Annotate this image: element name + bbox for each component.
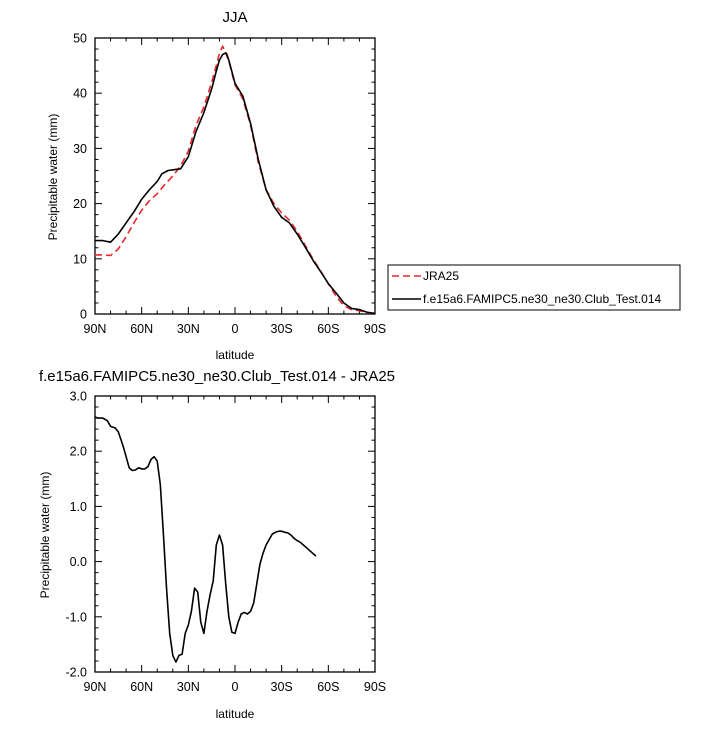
bottom-x-tick-label: 60N	[130, 680, 153, 694]
bottom-y-tick-label: 3.0	[70, 390, 87, 404]
bottom-series-lines	[94, 416, 317, 663]
bottom-x-tick-label: 90N	[84, 680, 107, 694]
top-x-axis-label: latitude	[216, 348, 255, 362]
bottom-chart-title: f.e15a6.FAMIPC5.ne30_ne30.Club_Test.014 …	[39, 368, 395, 385]
legend-label-model: f.e15a6.FAMIPC5.ne30_ne30.Club_Test.014	[423, 292, 661, 306]
top-y-tick-label: 20	[73, 197, 87, 211]
bottom-difference-line	[94, 416, 317, 663]
top-x-tick-label: 30S	[271, 322, 293, 336]
top-x-tick-label: 90S	[364, 322, 386, 336]
bottom-x-tick-label: 60S	[317, 680, 339, 694]
top-y-tick-label: 10	[73, 252, 87, 266]
legend: JRA25 f.e15a6.FAMIPC5.ne30_ne30.Club_Tes…	[387, 264, 681, 311]
bottom-ticks: 90N 60N 30N 0 30S 60S 90S -2.0 -1.0 0.0 1.0 2.0 3.0	[65, 390, 386, 695]
bottom-y-tick-label: 0.0	[70, 555, 87, 569]
bottom-x-tick-label: 90S	[364, 680, 386, 694]
bottom-chart-panel: f.e15a6.FAMIPC5.ne30_ne30.Club_Test.014 …	[38, 368, 395, 721]
top-chart-title: JJA	[222, 9, 247, 26]
top-chart-panel: JJA 90N 60N 30N 0 30S 60S 90S 0 10 20 30 40 50 latit…	[46, 9, 386, 362]
bottom-x-tick-label: 30N	[177, 680, 200, 694]
legend-box	[387, 264, 681, 311]
top-x-tick-label: 60N	[130, 322, 153, 336]
top-plot-frame	[94, 37, 376, 315]
top-y-tick-label: 50	[73, 32, 87, 46]
bottom-y-tick-label: 1.0	[70, 500, 87, 514]
top-x-tick-label: 60S	[317, 322, 339, 336]
top-series-lines	[95, 45, 376, 315]
legend-label-jra25: JRA25	[423, 269, 459, 283]
top-y-tick-label: 30	[73, 142, 87, 156]
top-y-axis-label: Precipitable water (mm)	[46, 114, 60, 241]
bottom-x-axis-label: latitude	[216, 707, 255, 721]
top-y-tick-label: 40	[73, 87, 87, 101]
top-series-model-line	[95, 52, 376, 315]
top-series-jra25-line	[95, 45, 376, 315]
top-x-tick-label: 30N	[177, 322, 200, 336]
top-x-tick-label: 0	[232, 322, 239, 336]
bottom-x-tick-label: 30S	[271, 680, 293, 694]
bottom-x-tick-label: 0	[232, 680, 239, 694]
top-ticks: 90N 60N 30N 0 30S 60S 90S 0 10 20 30 40 50	[73, 32, 386, 337]
bottom-y-axis-label: Precipitable water (mm)	[38, 472, 52, 599]
top-y-tick-label: 0	[80, 308, 87, 322]
bottom-y-tick-label: -1.0	[65, 610, 87, 624]
bottom-y-tick-label: 2.0	[70, 445, 87, 459]
bottom-y-tick-label: -2.0	[65, 666, 87, 680]
top-x-tick-label: 90N	[84, 322, 107, 336]
